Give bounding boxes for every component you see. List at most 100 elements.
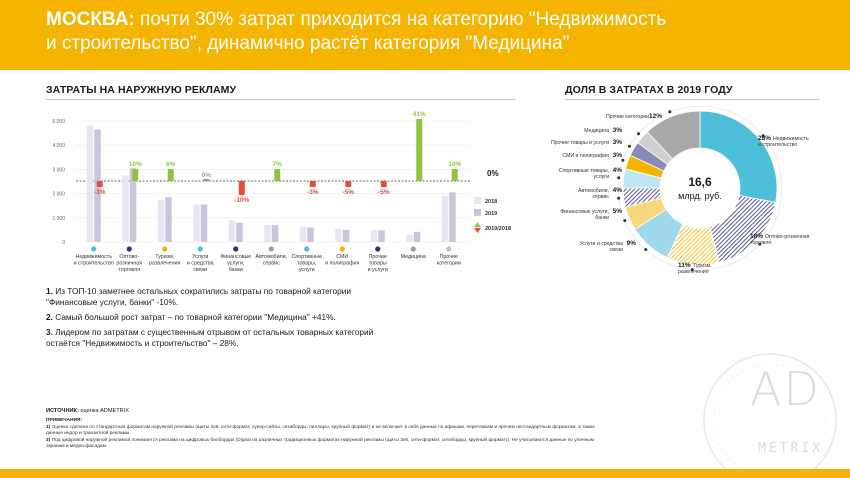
category-dot xyxy=(268,246,274,252)
donut-slice-pct: 11% xyxy=(678,262,691,269)
donut-label-dot xyxy=(758,242,762,246)
note-1-number: 1. xyxy=(46,286,53,296)
bar-chart-title-underline xyxy=(46,99,516,100)
donut-label-dot xyxy=(623,219,627,223)
donut-slice-label: развлечения xyxy=(678,269,709,275)
donut-label-dot xyxy=(627,144,631,148)
decline-label: -5% xyxy=(378,189,390,196)
donut-slice-pct: 12% xyxy=(649,113,662,120)
donut-label-dot xyxy=(617,176,621,180)
donut-slice-label: Туризм, xyxy=(693,263,712,269)
remark-1: 1) Оценка сделана по стандартным формата… xyxy=(46,425,606,438)
x-tick-label: розничная xyxy=(116,261,142,267)
donut-slice-pct: 28% xyxy=(758,135,771,142)
donut-slice-label: сервис xyxy=(592,194,609,200)
x-tick-label: услуги, xyxy=(227,261,244,267)
watermark-ad: AD xyxy=(750,362,821,416)
bar-2018 xyxy=(441,196,449,242)
page-title: МОСКВА: почти 30% затрат приходится на к… xyxy=(46,8,826,56)
bar-2019 xyxy=(449,192,456,242)
decline-marker xyxy=(380,181,387,187)
bar-2019 xyxy=(236,222,243,242)
bar-2018 xyxy=(370,229,378,242)
donut-label-dot xyxy=(617,196,621,200)
growth-label: 41% xyxy=(413,111,426,118)
donut-slice-label: Недвижимость xyxy=(773,136,809,142)
neutral-marker xyxy=(203,179,210,181)
donut-slice-pct: 5% xyxy=(613,208,623,215)
bar-2019 xyxy=(129,168,137,242)
bar-2019 xyxy=(271,225,279,242)
decline-label: -5% xyxy=(342,189,354,196)
x-tick-label: Оптово- xyxy=(119,254,139,260)
header-banner: МОСКВА: почти 30% затрат приходится на к… xyxy=(0,0,850,70)
donut-slice-label: СМИ и полиграфия xyxy=(562,153,609,159)
note-3: 3. Лидером по затратам с существенным от… xyxy=(46,327,376,349)
donut-label-dot xyxy=(644,248,648,252)
donut-slice-pct: 18% xyxy=(750,233,763,240)
legend-label-growth: 2019/2018 xyxy=(485,226,511,232)
growth-marker xyxy=(274,169,281,181)
x-tick-label: развлечения xyxy=(149,261,180,267)
footer-bar xyxy=(0,469,850,478)
bar-2019 xyxy=(307,227,314,242)
donut-center-unit: млрд. руб. xyxy=(678,191,722,201)
donut-label-dot xyxy=(621,158,625,162)
legend-label-2018: 2018 xyxy=(485,199,497,205)
source-line: ИСТОЧНИК: оценка ADMETRIX xyxy=(46,408,129,414)
decline-label: -10% xyxy=(234,197,249,204)
donut-chart-title-underline xyxy=(565,99,820,100)
donut-slice-label: Прочие товары и услуги xyxy=(551,140,609,146)
bar-2019 xyxy=(342,229,350,242)
growth-marker xyxy=(132,169,139,181)
bar-2018 xyxy=(122,175,129,242)
watermark-circle xyxy=(703,353,837,470)
donut-slice xyxy=(699,110,778,203)
x-tick-label: Прочие xyxy=(440,254,458,260)
x-tick-label: товары xyxy=(369,261,387,267)
source-text: оценка ADMETRIX xyxy=(80,408,129,414)
remarks-label: ПРИМЕЧАНИЯ: xyxy=(46,418,83,423)
donut-center-value: 16,6 xyxy=(688,175,712,189)
decline-marker xyxy=(309,181,316,187)
x-tick-label: сервис xyxy=(263,261,280,267)
remarks-block: ПРИМЕЧАНИЯ: 1) Оценка сделана по стандар… xyxy=(46,418,606,451)
donut-slice-label: Оптово-розничная xyxy=(765,234,810,240)
total-growth-label: 0% xyxy=(487,169,499,178)
x-tick-label: торговля xyxy=(118,267,140,273)
y-tick-label: 0 xyxy=(62,240,65,246)
growth-label: 7% xyxy=(273,161,283,168)
title-line-2: и строительство", динамично растёт катег… xyxy=(46,33,570,54)
donut-slice-label: Медицина xyxy=(584,128,609,134)
donut-slice-label: Автомобили, xyxy=(578,188,609,194)
x-tick-label: Услуги xyxy=(192,254,208,260)
donut-label-dot xyxy=(761,134,765,138)
neutral-label: 0% xyxy=(202,172,212,179)
watermark-metrix: METRIX xyxy=(758,441,823,456)
donut-slice-pct: 9% xyxy=(627,240,637,247)
growth-label: 10% xyxy=(129,161,142,168)
decline-label: -3% xyxy=(94,189,106,196)
category-dot xyxy=(446,246,452,252)
y-tick-label: 2 000 xyxy=(52,192,65,198)
x-tick-label: Недвижимость xyxy=(76,254,113,260)
bar-2019 xyxy=(165,197,172,242)
donut-chart-title: ДОЛЯ В ЗАТРАТАХ В 2019 ГОДУ xyxy=(565,84,733,96)
donut-slice-pct: 3% xyxy=(613,139,623,146)
category-dot xyxy=(304,246,310,252)
note-2: 2. Самый большой рост затрат – по товарн… xyxy=(46,312,376,323)
bar-2018 xyxy=(335,228,342,242)
donut-slice-label: торговля xyxy=(750,240,771,246)
remark-2-text: Под цифровой наружной рекламой понимаетс… xyxy=(46,437,594,450)
y-tick-label: 5 000 xyxy=(52,119,65,125)
donut-slice-label: Услуги и средства xyxy=(579,241,623,247)
x-tick-label: СМИ xyxy=(336,254,348,260)
bar-2018 xyxy=(157,199,165,242)
bar-2019 xyxy=(378,230,385,242)
note-2-text: Самый большой рост затрат – по товарной … xyxy=(55,312,336,322)
decline-label: -3% xyxy=(307,189,319,196)
source-label: ИСТОЧНИК: xyxy=(46,408,79,414)
donut-slice-label: банки xyxy=(595,215,609,221)
